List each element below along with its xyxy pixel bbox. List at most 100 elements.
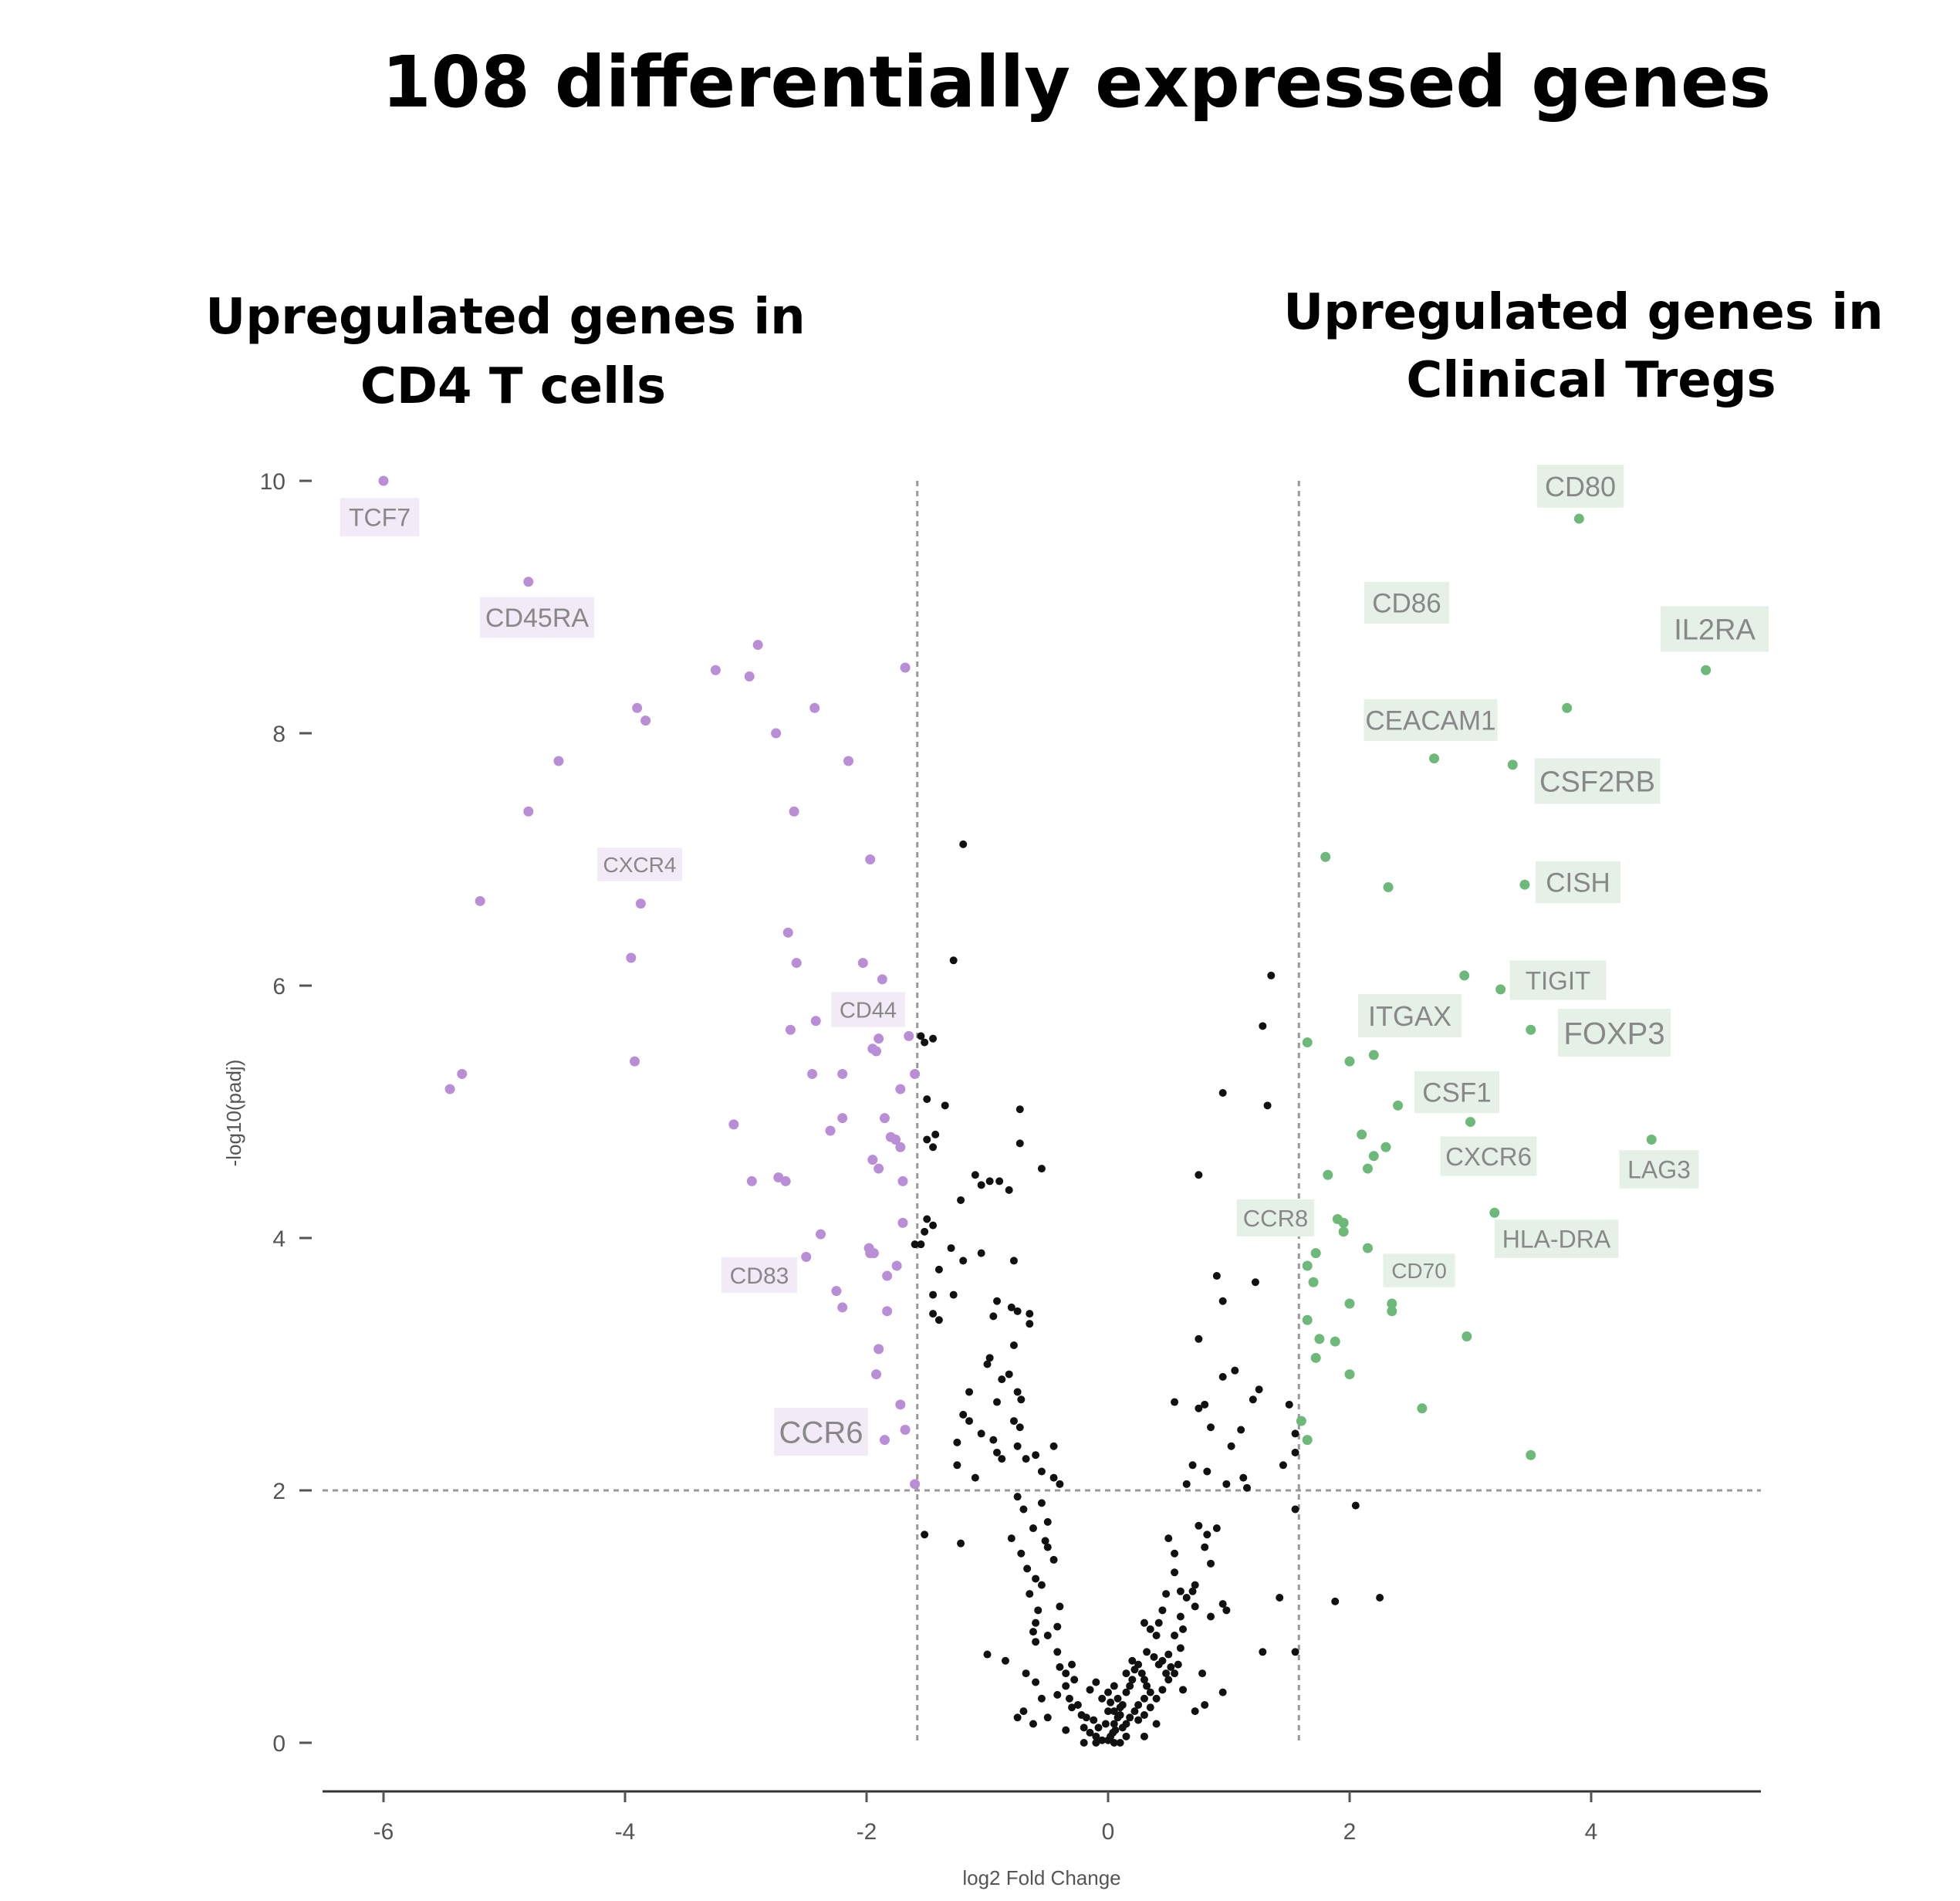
neutral-gene-point (1150, 1652, 1158, 1661)
upregulated-gene-point (1387, 1298, 1397, 1309)
neutral-gene-point (1005, 1186, 1013, 1194)
right-group-title-line2: Clinical Tregs (1406, 352, 1776, 409)
neutral-gene-point (1017, 1549, 1026, 1558)
upregulated-gene-point (1462, 1331, 1472, 1342)
downregulated-gene-point (897, 1217, 908, 1228)
neutral-gene-point (959, 1257, 968, 1265)
neutral-gene-point (1019, 1505, 1028, 1514)
neutral-gene-point (1140, 1676, 1148, 1684)
up-gene-label: TIGIT (1526, 966, 1590, 995)
neutral-gene-point (1056, 1480, 1064, 1488)
upregulated-gene-point (1701, 665, 1712, 675)
neutral-gene-point (1062, 1726, 1070, 1734)
neutral-gene-point (1022, 1669, 1030, 1678)
neutral-gene-point (1001, 1656, 1009, 1665)
neutral-gene-point (1092, 1678, 1100, 1686)
neutral-gene-point (993, 1398, 1002, 1406)
neutral-gene-point (1188, 1461, 1197, 1470)
neutral-gene-point (929, 1290, 938, 1299)
neutral-gene-point (1137, 1669, 1146, 1678)
neutral-gene-point (1118, 1700, 1127, 1709)
neutral-gene-point (1152, 1694, 1161, 1703)
neutral-gene-point (1291, 1505, 1299, 1514)
downregulated-gene-point (843, 756, 854, 766)
upregulated-gene-point (1344, 1369, 1355, 1380)
neutral-gene-point (1026, 1320, 1034, 1328)
neutral-gene-point (1134, 1716, 1143, 1724)
neutral-gene-point (921, 1531, 929, 1539)
neutral-gene-point (1122, 1688, 1130, 1696)
neutral-gene-point (1140, 1711, 1148, 1720)
neutral-gene-point (1291, 1429, 1299, 1438)
neutral-gene-point (1049, 1442, 1058, 1450)
neutral-gene-point (1140, 1619, 1148, 1627)
neutral-gene-point (1015, 1139, 1024, 1148)
neutral-gene-point (1037, 1694, 1046, 1703)
neutral-gene-point (1043, 1517, 1052, 1526)
neutral-gene-point (1212, 1524, 1221, 1533)
neutral-gene-point (1176, 1612, 1184, 1621)
neutral-gene-point (1201, 1700, 1209, 1709)
neutral-gene-point (1118, 1723, 1127, 1732)
neutral-gene-point (1188, 1587, 1197, 1595)
neutral-gene-point (1032, 1619, 1040, 1627)
downregulated-gene-point (910, 1479, 921, 1490)
neutral-gene-point (949, 1290, 958, 1299)
gene-labels: TCF7 CD45RA CXCR4 CD44 CD83 CCR6 CD80 CD86 IL2RA… (340, 465, 1769, 1456)
neutral-gene-point (998, 1375, 1006, 1384)
neutral-gene-point (985, 1354, 994, 1362)
neutral-gene-point (1032, 1451, 1040, 1460)
downregulated-gene-point (825, 1125, 836, 1136)
neutral-gene-point (929, 1221, 938, 1230)
neutral-gene-point (977, 1181, 985, 1189)
neutral-gene-point (957, 1196, 965, 1204)
downregulated-gene-point (867, 1155, 878, 1165)
neutral-gene-point (929, 1143, 938, 1152)
neutral-gene-point (1122, 1732, 1130, 1740)
neutral-gene-point (1351, 1501, 1360, 1510)
neutral-gene-point (1191, 1581, 1199, 1589)
downregulated-gene-point (837, 1068, 848, 1079)
up-gene-label-box (1661, 606, 1769, 652)
neutral-gene-point (1041, 1537, 1049, 1545)
up-gene-label-box (1414, 1071, 1499, 1114)
upregulated-gene-point (1357, 1129, 1367, 1140)
upregulated-gene-point (1387, 1306, 1397, 1317)
upregulated-gene-point (1383, 881, 1394, 892)
down-gene-label-box (597, 847, 682, 881)
neutral-gene-point (1022, 1455, 1030, 1463)
neutral-gene-point (941, 1101, 949, 1110)
downregulated-gene-point (791, 958, 802, 969)
downregulated-gene-point (871, 1369, 882, 1380)
neutral-gene-point (1201, 1543, 1209, 1551)
neutral-gene-point (1032, 1575, 1040, 1583)
downregulated-gene-point (837, 1113, 848, 1124)
upregulated-gene-point (1393, 1100, 1404, 1111)
neutral-gene-point (1053, 1690, 1062, 1699)
neutral-gene-point (1158, 1606, 1167, 1615)
neutral-gene-point (1062, 1669, 1070, 1678)
neutral-gene-point (1128, 1656, 1137, 1665)
neutral-gene-point (1267, 971, 1276, 979)
downregulated-gene-point (874, 1033, 884, 1044)
up-gene-label: CISH (1546, 868, 1610, 898)
upregulated-gene-point (1368, 1050, 1379, 1060)
neutral-gene-point (1263, 1101, 1272, 1110)
neutral-gene-point (1259, 1022, 1267, 1030)
neutral-gene-point (1110, 1682, 1118, 1690)
up-gene-label: LAG3 (1627, 1156, 1691, 1184)
neutral-gene-point (911, 1240, 919, 1249)
y-tick-label: 6 (272, 974, 286, 1000)
neutral-gene-point (1218, 1372, 1227, 1381)
neutral-gene-point (1015, 1423, 1024, 1432)
up-gene-label-box (1619, 1150, 1699, 1189)
neutral-gene-point (934, 1316, 943, 1324)
neutral-gene-point (1182, 1480, 1191, 1488)
neutral-gene-point (1094, 1723, 1103, 1732)
downregulated-gene-point (874, 1344, 884, 1355)
neutral-gene-point (1218, 1600, 1227, 1608)
neutral-gene-point (1043, 1713, 1052, 1722)
downregulated-gene-point (857, 958, 868, 969)
neutral-gene-point (1218, 1297, 1227, 1305)
neutral-gene-point (953, 1461, 961, 1470)
